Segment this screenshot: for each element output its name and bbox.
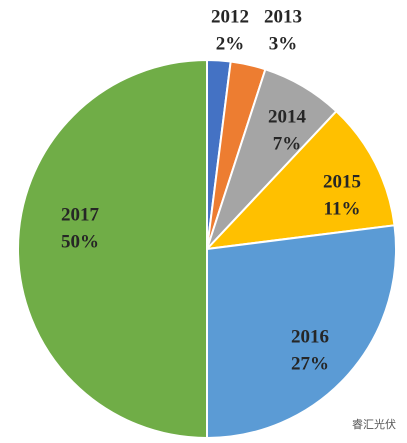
slice-category-label: 2014 (268, 106, 307, 127)
slice-value-label: 11% (324, 198, 361, 219)
slice-category-label: 2015 (323, 171, 361, 192)
slice-category-label: 2016 (291, 326, 329, 347)
slice-category-label: 2012 (211, 6, 249, 27)
slice-value-label: 2% (216, 33, 245, 54)
slice-value-label: 7% (273, 133, 302, 154)
pie-slice (204, 109, 396, 251)
slice-value-label: 50% (61, 231, 99, 252)
slice-category-label: 2017 (61, 204, 100, 225)
slice-value-label: 27% (291, 353, 329, 374)
slice-category-label: 2013 (264, 6, 302, 27)
watermark: 睿汇光伏 (352, 417, 396, 431)
slice-value-label: 3% (269, 33, 298, 54)
pie-slice (17, 58, 208, 440)
pie-slice (206, 224, 397, 440)
